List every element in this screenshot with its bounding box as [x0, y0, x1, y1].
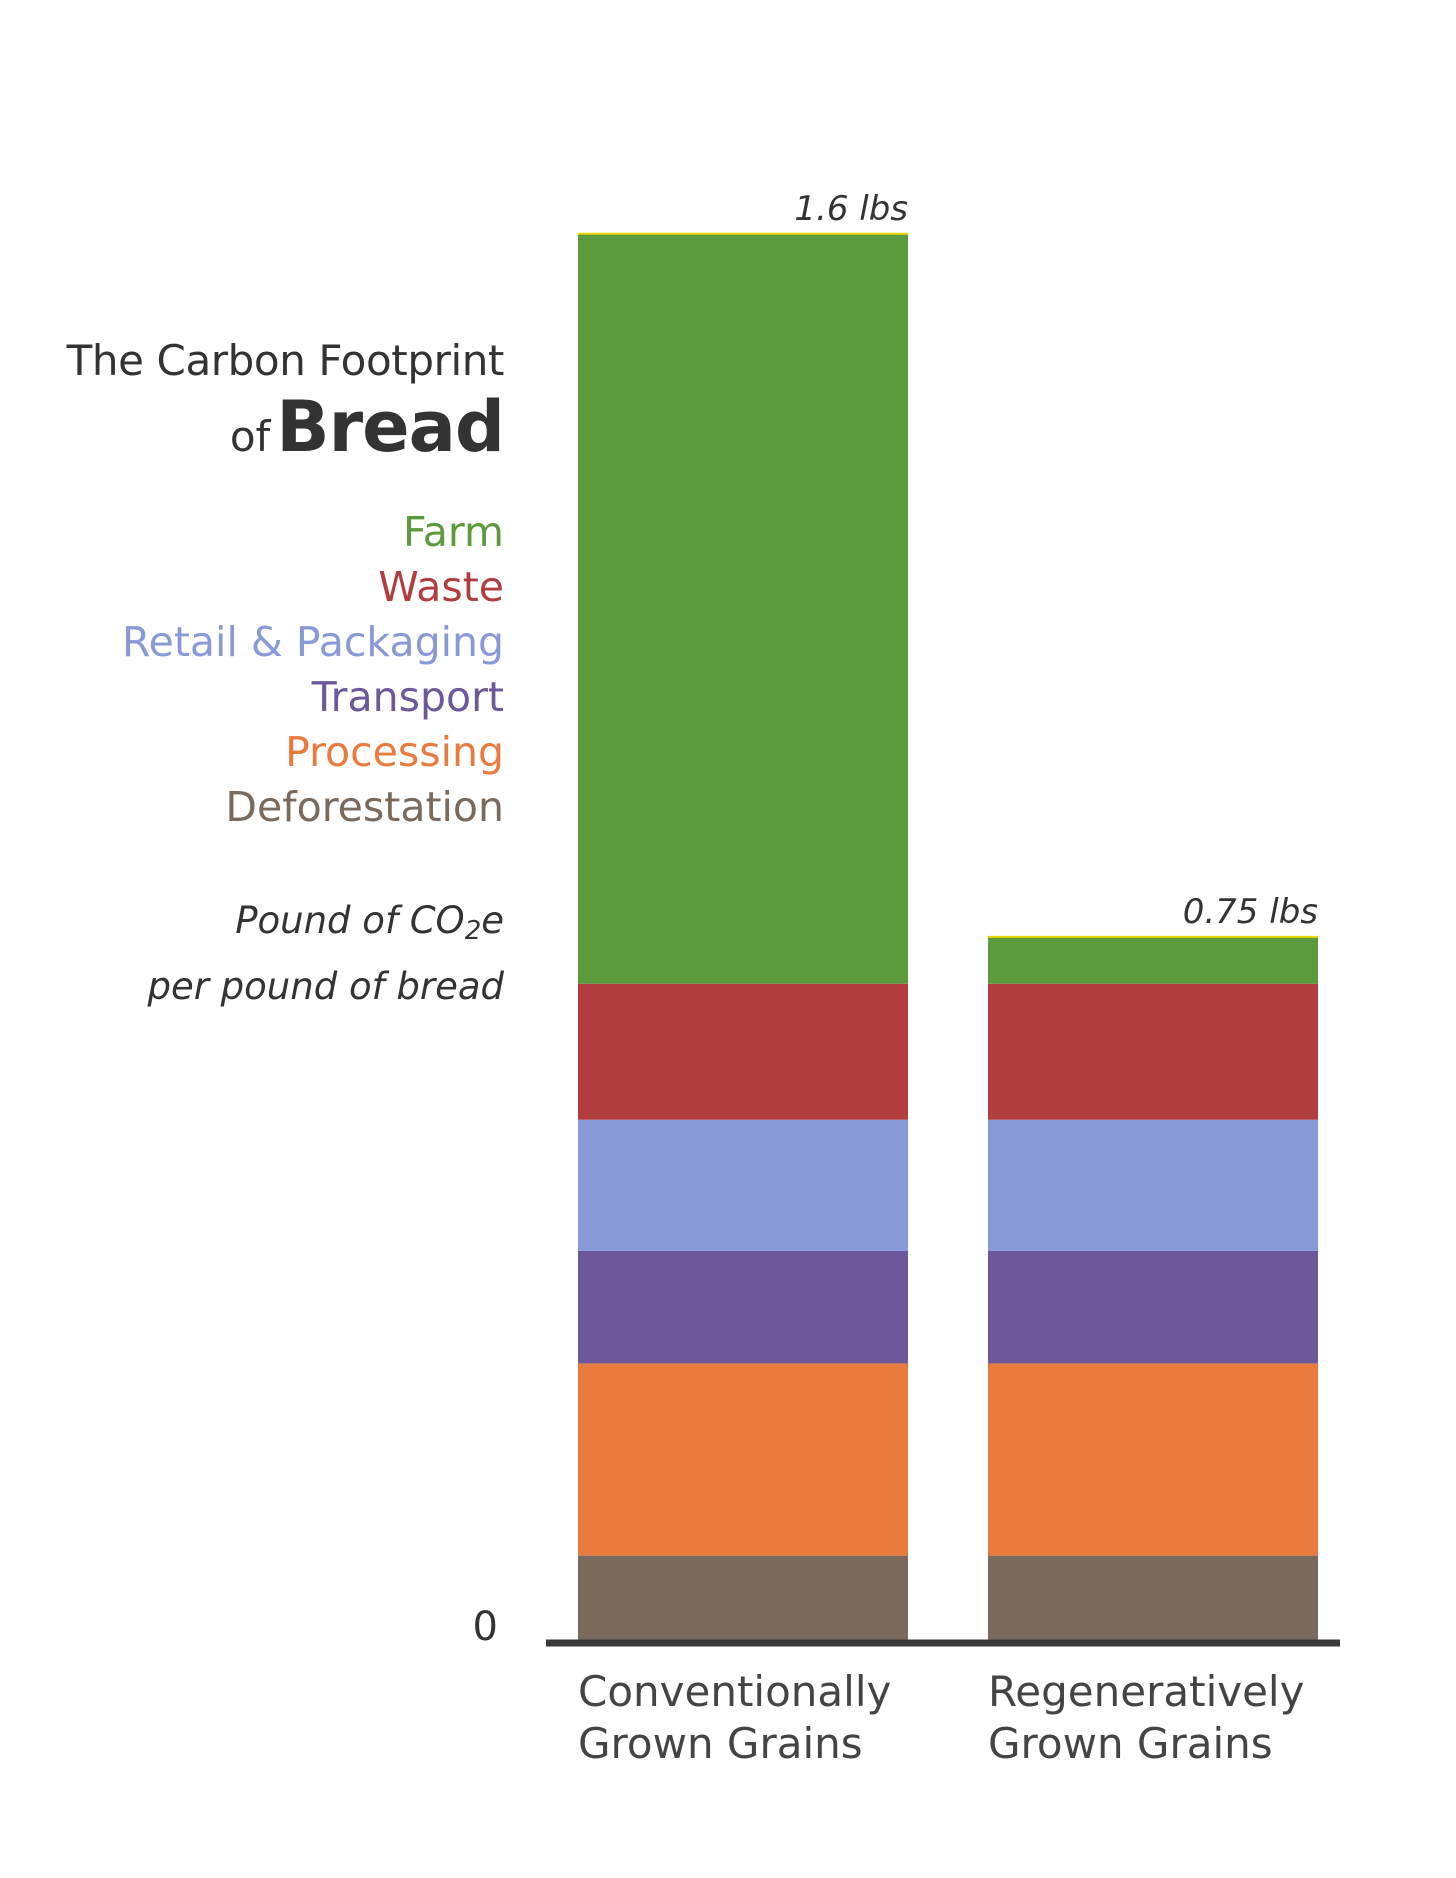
chart-title-of: of	[229, 412, 271, 461]
legend-item-processing: Processing	[285, 728, 504, 776]
unit-label-suffix: e	[481, 899, 504, 942]
legend-item-farm: Farm	[402, 508, 504, 556]
unit-label-prefix: Pound of CO	[235, 899, 465, 942]
bar-stack-conventionally-grown-grains	[578, 232, 908, 1640]
bar-segment-waste-2	[988, 983, 1318, 1120]
bar-segment-retail-packaging-1	[578, 1119, 908, 1251]
category-label-1-line-2: Grown Grains	[578, 1719, 863, 1768]
y-axis-zero-tick-label: 0	[472, 1604, 498, 1650]
chart-title-line-2: ofBread	[229, 392, 505, 462]
chart-title-line-1: The Carbon Footprint	[66, 336, 505, 385]
unit-label-line-1: Pound of CO2e	[147, 893, 504, 959]
legend: Farm Waste Retail & Packaging Transport Proc…	[122, 505, 504, 835]
legend-item-waste: Waste	[378, 563, 504, 611]
bar-total-label-1: 1.6 lbs	[794, 189, 908, 229]
legend-item-deforestation: Deforestation	[225, 783, 504, 831]
category-label-1: Conventionally Grown Grains	[578, 1666, 898, 1770]
legend-item-transport: Transport	[311, 673, 504, 721]
bar-segment-transport-1	[578, 1250, 908, 1364]
bar-segment-processing-1	[578, 1363, 908, 1556]
bar-segment-deforestation-2	[988, 1555, 1318, 1640]
legend-item-retail-packaging: Retail & Packaging	[121, 618, 504, 666]
bar-segment-farm-1	[578, 233, 908, 984]
category-label-2-line-2: Grown Grains	[988, 1719, 1273, 1768]
bar-total-label-2: 0.75 lbs	[1183, 892, 1318, 932]
y-axis-unit-label: Pound of CO2e per pound of bread	[147, 893, 504, 1014]
bar-segment-processing-2	[988, 1363, 1318, 1556]
bar-segment-deforestation-1	[578, 1555, 908, 1640]
bar-stack-regeneratively-grown-grains	[988, 935, 1318, 1640]
category-label-2-line-1: Regeneratively	[988, 1667, 1305, 1716]
bar-segment-retail-packaging-2	[988, 1119, 1318, 1251]
unit-label-subscript: 2	[464, 916, 482, 946]
bar-segment-waste-1	[578, 983, 908, 1120]
category-label-1-line-1: Conventionally	[578, 1667, 892, 1716]
bar-segment-farm-2	[988, 936, 1318, 984]
chart-title-emphasis: Bread	[276, 386, 505, 468]
bar-segment-transport-2	[988, 1250, 1318, 1364]
unit-label-line-2: per pound of bread	[147, 965, 504, 1008]
category-label-2: Regeneratively Grown Grains	[988, 1666, 1308, 1770]
